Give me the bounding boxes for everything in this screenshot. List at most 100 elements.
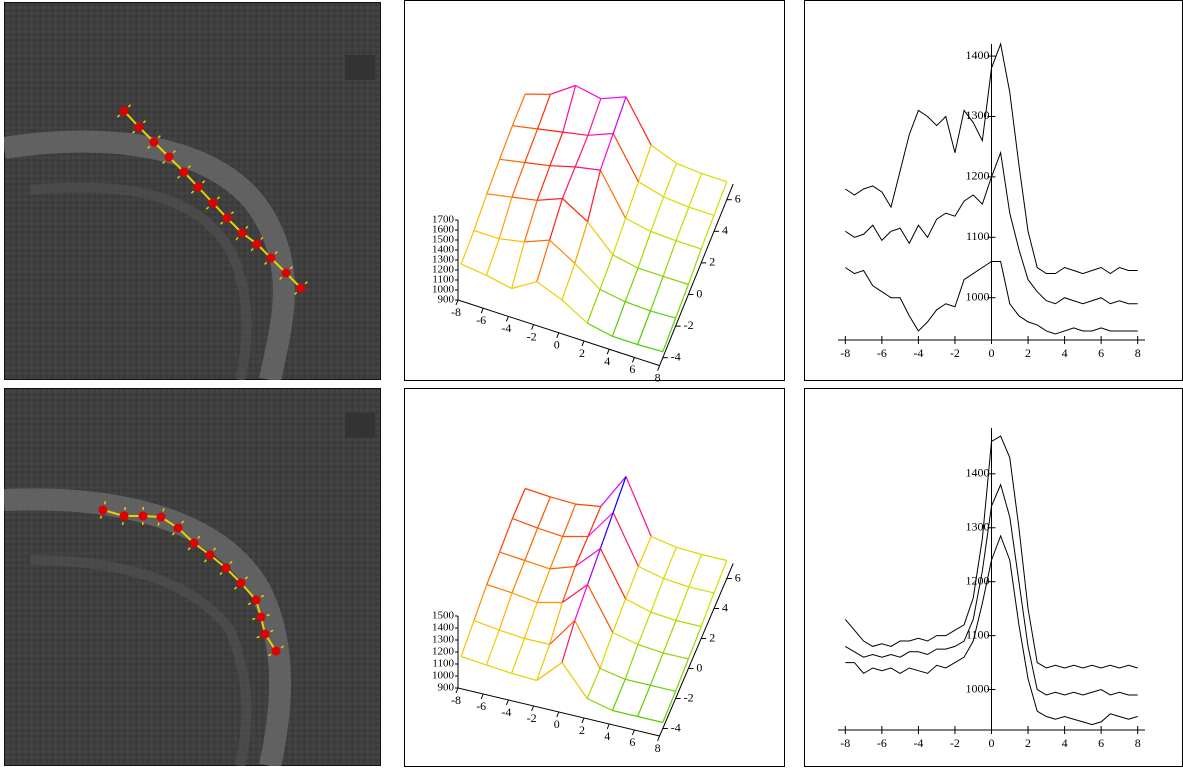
mesh-segment — [499, 238, 525, 243]
mesh-segment — [599, 169, 627, 219]
x-tick-label: -8 — [840, 736, 850, 750]
mesh-segment — [561, 299, 588, 324]
z-tick-label: 1500 — [432, 610, 455, 622]
profile-tick — [203, 547, 217, 563]
mesh-segment — [600, 96, 627, 100]
mesh-segment — [650, 144, 677, 164]
mesh-segment — [599, 133, 614, 171]
z-tick-label: 900 — [438, 294, 455, 306]
mesh-segment — [574, 221, 589, 264]
x-tick — [531, 705, 535, 712]
mesh-segment — [549, 602, 563, 645]
x-tick-label: 6 — [1098, 346, 1104, 360]
mesh-segment — [460, 620, 475, 657]
profile-point — [271, 646, 281, 656]
mesh-segment — [701, 553, 727, 562]
mesh-segment — [599, 667, 626, 680]
mesh-segment — [587, 506, 602, 537]
mesh-segment — [486, 583, 513, 594]
profile-tick — [235, 225, 249, 241]
z-tick-label: 1300 — [432, 254, 455, 266]
z-tick-label: 1200 — [432, 264, 455, 276]
x-tick — [581, 340, 585, 347]
mesh-segment — [675, 586, 690, 621]
x-tick-label: 4 — [1062, 736, 1068, 750]
mesh-segment — [612, 218, 627, 256]
x-tick-label: 8 — [655, 741, 661, 755]
mesh-segment — [460, 230, 475, 265]
mesh-segment — [549, 239, 576, 264]
x-tick-label: 2 — [1025, 346, 1031, 360]
profile-point — [237, 228, 247, 238]
profile-line — [845, 260, 1138, 335]
profile-point — [252, 239, 262, 249]
x-tick — [455, 299, 459, 306]
x-tick — [606, 349, 610, 355]
profile-line — [845, 534, 1138, 726]
x-tick-label: -8 — [451, 693, 461, 707]
mesh-segment — [599, 512, 614, 549]
x-tick — [480, 693, 484, 700]
x-tick-label: -4 — [501, 705, 511, 719]
mesh-segment — [511, 162, 526, 198]
x-tick-label: -2 — [527, 329, 537, 343]
x-tick-label: 6 — [629, 735, 635, 749]
z-tick-label: 1700 — [432, 214, 455, 226]
profile-point — [256, 612, 266, 622]
mesh-segment — [524, 559, 551, 570]
mesh-segment — [612, 709, 638, 718]
y-tick-label: 0 — [696, 660, 702, 674]
mesh-segment — [650, 230, 677, 242]
profile-point — [164, 152, 174, 162]
mesh-segment — [587, 584, 614, 633]
x-tick-label: -2 — [527, 711, 537, 725]
profile-tick — [264, 251, 278, 265]
mesh-segment — [473, 619, 500, 631]
x-tick-label: 2 — [579, 723, 585, 737]
mesh-segment — [575, 503, 601, 508]
profile-point — [281, 268, 291, 278]
mesh-segment — [536, 644, 551, 681]
y-tick-label: 1100 — [966, 627, 990, 641]
mesh-segment — [537, 94, 551, 130]
profile-tick — [250, 236, 264, 252]
profile-point — [189, 538, 199, 548]
mesh-segment — [663, 652, 689, 660]
profile-points — [116, 104, 308, 295]
mesh-segment — [537, 527, 563, 538]
mesh-segment — [586, 289, 601, 324]
y-tick-label: 1100 — [966, 229, 990, 243]
x-tick-label: 8 — [655, 370, 661, 384]
mesh-segment — [587, 548, 601, 585]
profile-line — [844, 435, 1138, 669]
x-tick — [631, 357, 635, 363]
mesh-segment — [612, 335, 638, 346]
mesh-segment — [524, 239, 550, 243]
mesh-segment — [675, 619, 702, 628]
x-tick-label: -6 — [877, 736, 887, 750]
mesh-segment — [637, 685, 651, 717]
mesh-segment — [486, 664, 512, 674]
mesh-segment — [499, 125, 513, 160]
image-bottom — [4, 388, 381, 766]
mesh-segment — [700, 215, 715, 250]
mesh-segment — [549, 198, 563, 241]
mesh-segment — [612, 598, 627, 633]
mesh-segment — [549, 131, 564, 166]
mesh-segment — [549, 620, 576, 645]
mesh-segment — [511, 281, 537, 290]
mesh-segment — [638, 181, 664, 198]
mesh-segment — [561, 620, 576, 663]
profile-point — [156, 512, 166, 522]
mesh-segment — [676, 546, 702, 556]
profile-point — [119, 106, 129, 116]
x-tick — [480, 308, 484, 314]
y-tick-label: 1300 — [966, 520, 990, 534]
profile-tick — [171, 520, 185, 536]
y-tick-label: 1400 — [966, 466, 990, 480]
mesh-segment — [624, 267, 639, 302]
profile-tick — [268, 645, 284, 657]
profile-point — [134, 122, 144, 132]
panel-frame — [404, 388, 785, 767]
mesh-segment — [637, 310, 651, 345]
